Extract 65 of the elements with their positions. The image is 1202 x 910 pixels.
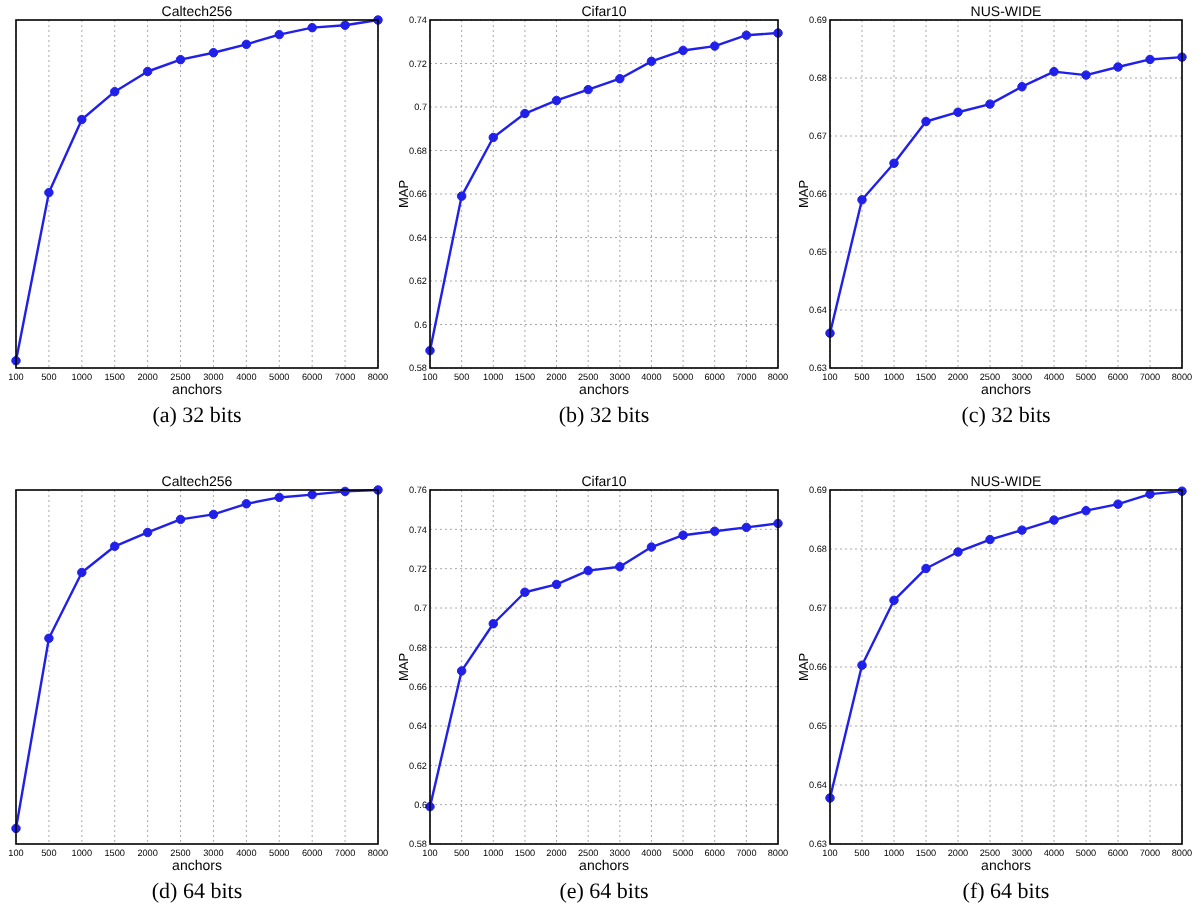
point	[710, 526, 720, 537]
point	[44, 633, 54, 644]
text: (e) 64 bits	[559, 880, 649, 904]
point	[741, 30, 752, 40]
point	[340, 20, 350, 30]
point	[1145, 489, 1155, 499]
point	[678, 45, 688, 56]
point	[456, 191, 467, 201]
point	[1017, 81, 1027, 92]
point	[710, 41, 720, 51]
point	[77, 567, 87, 578]
point	[520, 587, 530, 597]
point	[175, 54, 186, 65]
point	[520, 108, 530, 119]
point	[110, 86, 120, 97]
point	[1081, 70, 1091, 80]
point	[583, 84, 593, 95]
point	[889, 158, 899, 168]
point	[921, 116, 931, 127]
point	[985, 534, 995, 545]
point	[1081, 505, 1091, 516]
point	[208, 509, 219, 520]
point	[274, 492, 284, 503]
point	[307, 489, 317, 500]
point	[615, 561, 625, 572]
point	[142, 66, 153, 77]
point	[274, 29, 284, 40]
point	[241, 499, 252, 509]
text: (c) 32 bits	[961, 404, 1051, 428]
point	[857, 660, 867, 670]
point	[208, 48, 219, 58]
point	[678, 530, 688, 540]
point	[110, 541, 120, 551]
point	[488, 619, 498, 629]
point	[142, 527, 153, 538]
point	[583, 565, 593, 576]
text: (f) 64 bits	[962, 880, 1050, 904]
point	[953, 547, 963, 557]
point	[1049, 515, 1059, 525]
point	[646, 542, 657, 552]
point	[1145, 54, 1155, 65]
point	[615, 74, 625, 84]
point	[1113, 499, 1123, 509]
point	[307, 22, 317, 33]
text: (a) 32 bits	[152, 404, 242, 428]
text: (b) 32 bits	[558, 404, 650, 428]
point	[241, 39, 252, 50]
point	[551, 95, 562, 106]
text: (d) 64 bits	[151, 880, 243, 904]
point	[551, 579, 562, 590]
point	[44, 187, 54, 198]
point	[889, 595, 899, 606]
point	[921, 563, 931, 574]
point	[488, 132, 498, 143]
point	[456, 666, 467, 676]
point	[1113, 62, 1123, 72]
point	[77, 114, 87, 125]
point	[985, 99, 995, 109]
point	[1049, 66, 1059, 77]
point	[857, 195, 867, 205]
point	[646, 56, 657, 67]
point	[1017, 525, 1027, 535]
point	[741, 522, 752, 533]
point	[953, 107, 963, 117]
point	[175, 514, 186, 525]
